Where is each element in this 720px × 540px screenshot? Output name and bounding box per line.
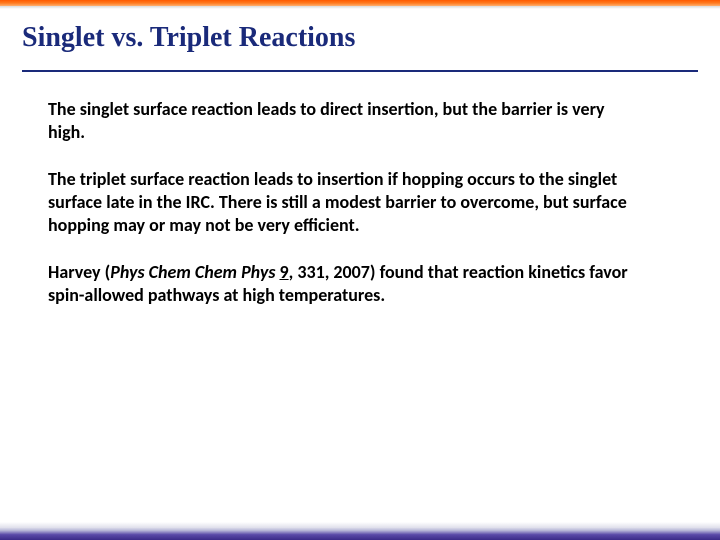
p3-volume: 9 [279,261,288,283]
body-content: The singlet surface reaction leads to di… [0,72,720,307]
paragraph-3: Harvey (Phys Chem Chem Phys 9, 331, 2007… [48,261,638,307]
paragraph-2: The triplet surface reaction leads to in… [48,168,638,237]
bottom-accent-bar [0,528,720,540]
slide-title: Singlet vs. Triplet Reactions [22,23,698,54]
paragraph-1: The singlet surface reaction leads to di… [48,98,638,144]
title-region: Singlet vs. Triplet Reactions [0,9,720,60]
p3-journal-title: Phys Chem Chem Phys [110,261,275,283]
p3-prefix: Harvey ( [48,261,110,283]
